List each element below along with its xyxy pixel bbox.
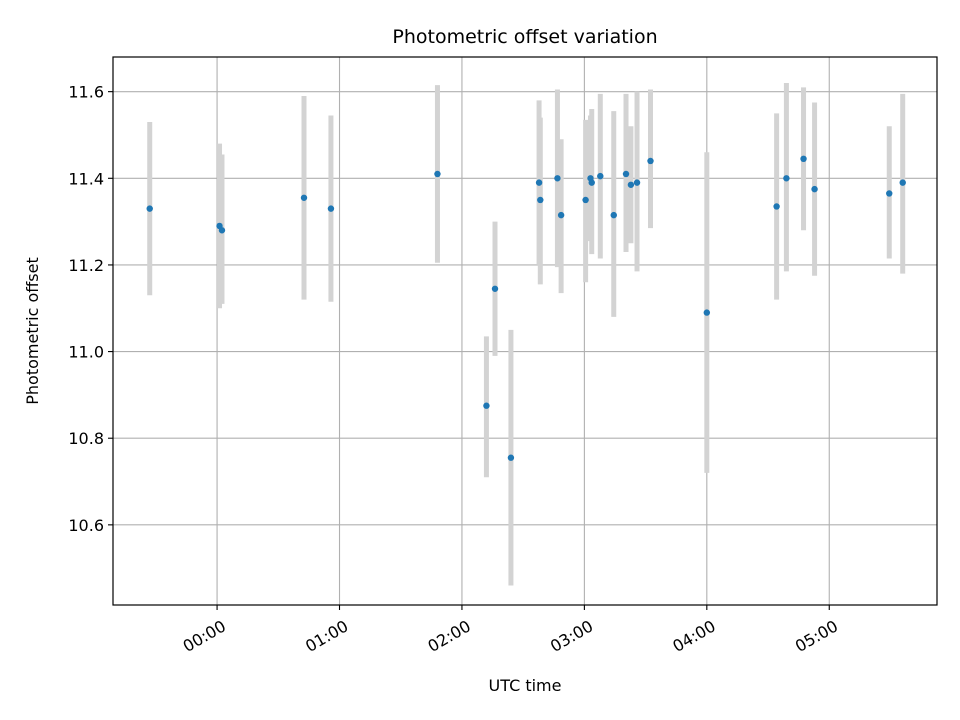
chart-title: Photometric offset variation bbox=[392, 26, 657, 48]
y-tick-label: 11.2 bbox=[68, 256, 104, 275]
data-point bbox=[703, 309, 711, 316]
y-axis-ticks: 10.6 10.8 11.0 11.2 11.4 11.6 bbox=[68, 83, 113, 535]
data-point bbox=[507, 454, 515, 461]
data-point bbox=[557, 211, 565, 219]
data-point bbox=[491, 285, 499, 292]
y-tick-label: 11.0 bbox=[68, 343, 104, 362]
y-tick-label: 11.6 bbox=[68, 83, 104, 102]
data-point bbox=[773, 203, 780, 210]
data-point bbox=[483, 402, 490, 409]
data-point bbox=[537, 196, 544, 204]
data-point bbox=[647, 157, 654, 165]
data-point bbox=[582, 196, 589, 204]
data-point bbox=[327, 205, 335, 212]
data-point bbox=[535, 179, 543, 186]
data-point bbox=[588, 179, 595, 186]
data-point bbox=[899, 179, 906, 186]
data-point bbox=[434, 170, 441, 178]
x-axis-label: UTC time bbox=[489, 676, 562, 695]
data-point bbox=[300, 194, 308, 201]
data-points bbox=[146, 155, 906, 461]
data-point bbox=[886, 190, 893, 197]
data-point bbox=[597, 172, 604, 180]
data-point bbox=[627, 181, 635, 188]
grid bbox=[113, 57, 937, 605]
y-axis-label: Photometric offset bbox=[23, 257, 42, 405]
plot-frame bbox=[112, 56, 938, 606]
data-point bbox=[622, 170, 630, 178]
data-point bbox=[633, 179, 641, 186]
y-tick-label: 10.8 bbox=[68, 429, 104, 448]
data-point bbox=[783, 175, 790, 182]
y-tick-label: 10.6 bbox=[68, 516, 104, 535]
data-point bbox=[554, 175, 561, 182]
y-tick-label: 11.4 bbox=[68, 169, 104, 188]
data-point bbox=[811, 185, 818, 193]
data-point bbox=[146, 205, 153, 212]
data-point bbox=[610, 211, 617, 219]
data-point bbox=[218, 227, 226, 234]
data-point bbox=[800, 155, 807, 163]
